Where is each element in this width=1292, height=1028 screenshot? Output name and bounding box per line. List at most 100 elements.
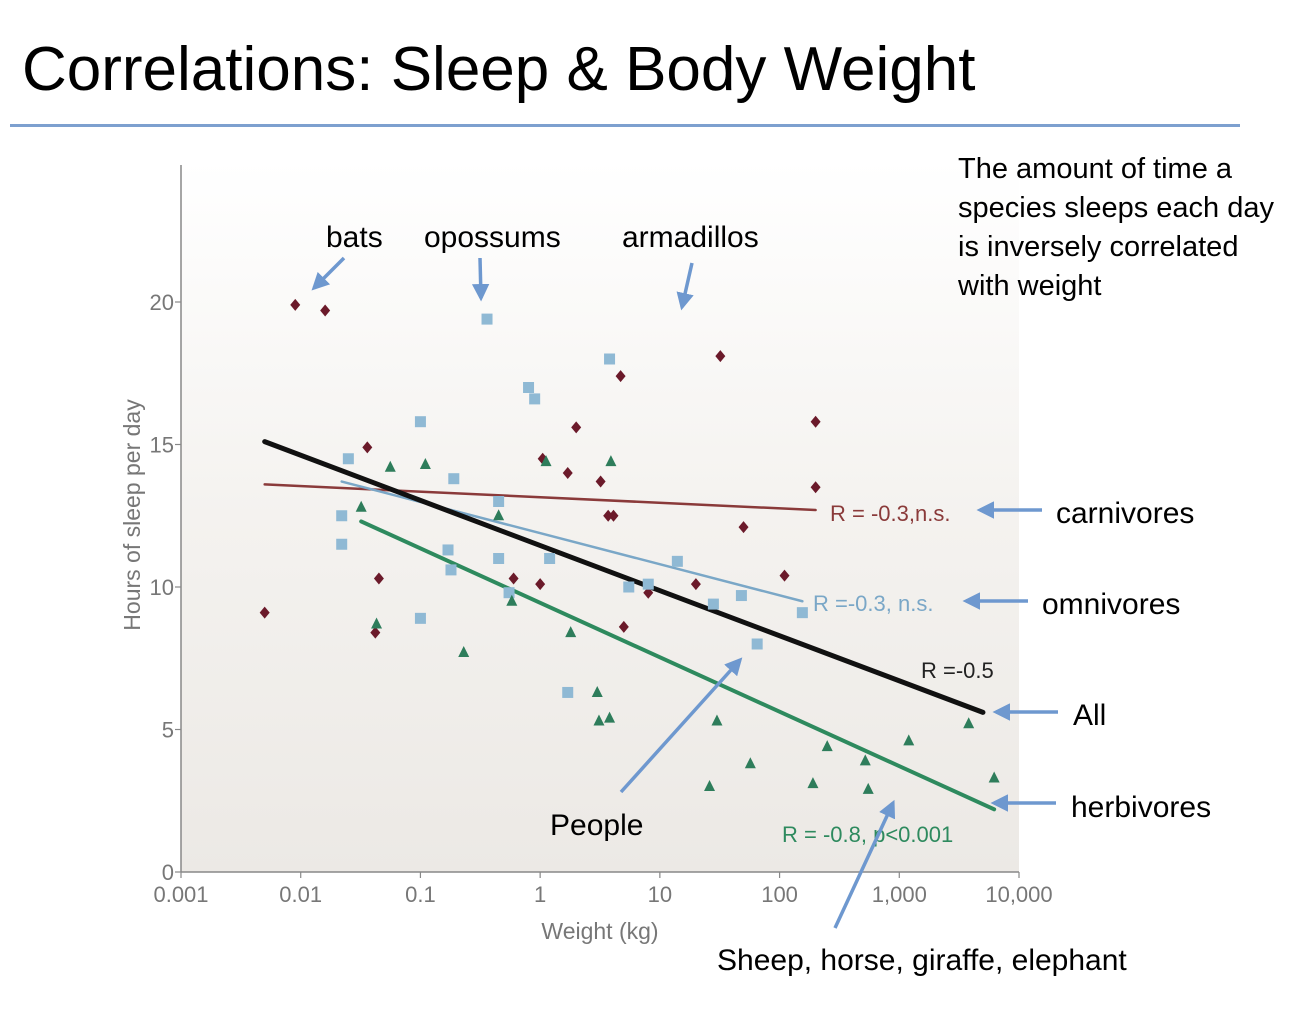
herbivore-point: [859, 754, 871, 766]
herbivore-point: [493, 509, 505, 521]
herbivore-point: [419, 457, 431, 469]
trendline-all: [262, 439, 986, 715]
annotation-all: All: [1073, 699, 1107, 732]
x-tick-label: 10,000: [985, 882, 1052, 907]
carnivore-point: [370, 626, 381, 639]
carnivore-point: [615, 370, 626, 383]
r-label-carnivore: R = -0.3,n.s.: [830, 501, 950, 526]
omnivore-point: [448, 473, 460, 485]
omnivore-point: [336, 538, 348, 550]
omnivore-point: [414, 416, 426, 428]
herbivore-point: [862, 782, 874, 794]
omnivore-point: [503, 587, 515, 599]
y-tick-label: 20: [150, 290, 174, 315]
annotation-herbivores: herbivores: [1071, 791, 1212, 824]
herbivore-point: [605, 455, 617, 467]
herbivore-point: [604, 711, 616, 723]
carnivore-point: [290, 298, 301, 311]
y-tick-label: 10: [150, 575, 174, 600]
omnivore-point: [493, 553, 505, 564]
carnivore-point: [643, 586, 654, 599]
carnivore-point: [373, 572, 384, 585]
carnivore-point: [779, 569, 790, 582]
omnivore-point: [544, 553, 556, 564]
carnivore-point: [362, 441, 373, 454]
arrow-people: [619, 657, 743, 794]
herbivore-point: [371, 617, 383, 629]
herbivore-point: [988, 771, 1000, 783]
carnivore-point: [320, 304, 331, 317]
omnivore-point: [751, 638, 763, 650]
y-tick-label: 5: [162, 718, 174, 743]
herbivore-point: [593, 714, 605, 726]
omnivore-point: [623, 581, 635, 593]
omnivore-point: [445, 564, 457, 576]
omnivore-point: [604, 353, 616, 365]
omnivore-point: [523, 382, 535, 393]
x-tick-label: 10: [648, 882, 672, 907]
x-tick-label: 1,000: [872, 882, 927, 907]
omnivore-point: [671, 555, 683, 567]
arrow-bats: [311, 256, 346, 291]
carnivore-point: [595, 475, 606, 488]
x-tick-label: 100: [761, 882, 798, 907]
x-tick-label: 1: [534, 882, 546, 907]
carnivore-point: [571, 421, 582, 434]
carnivore-point: [690, 578, 701, 591]
herbivore-point: [565, 626, 577, 638]
carnivore-point: [810, 415, 821, 428]
arrow-armadillos: [676, 262, 694, 311]
r-label-all: R =-0.5: [921, 658, 994, 683]
herbivore-point: [711, 714, 723, 726]
carnivore-point: [618, 620, 629, 633]
omnivore-point: [529, 393, 541, 405]
herbivore-point: [591, 685, 603, 697]
r-label-herbivore: R = -0.8, p<0.001: [782, 822, 953, 847]
x-tick-label: 0.1: [405, 882, 436, 907]
herbivore-point: [704, 780, 716, 791]
herbivore-point: [506, 594, 518, 606]
omnivore-point: [562, 686, 574, 698]
annotation-opossums: opossums: [424, 221, 561, 254]
chart-description: The amount of time a species sleeps each…: [958, 153, 1274, 302]
carnivore-point: [810, 481, 821, 494]
r-label-omnivore: R =-0.3, n.s.: [813, 591, 933, 616]
annotation-large-herbivores: Sheep, horse, giraffe, elephant: [717, 944, 1127, 977]
x-axis-label: Weight (kg): [541, 918, 658, 944]
omnivore-point: [707, 598, 719, 610]
omnivore-point: [442, 544, 454, 556]
omnivore-point: [642, 578, 654, 590]
omnivore-point: [796, 607, 808, 619]
herbivore-point: [384, 460, 396, 472]
herbivore-point: [821, 740, 833, 752]
omnivore-point: [414, 612, 426, 624]
carnivore-point: [508, 572, 519, 585]
x-tick-label: 0.001: [153, 882, 208, 907]
omnivore-point: [735, 590, 747, 602]
omnivore-point: [493, 496, 505, 507]
herbivore-point: [744, 757, 756, 769]
herbivore-point: [963, 717, 975, 729]
herbivore-point: [540, 455, 552, 467]
carnivore-point: [603, 509, 614, 522]
omnivore-point: [336, 510, 348, 522]
trendline-carnivore: [263, 483, 817, 512]
herbivore-point: [903, 734, 915, 746]
carnivore-point: [535, 578, 546, 591]
carnivore-point: [738, 521, 749, 534]
trendline-herbivore: [359, 519, 997, 812]
title-divider: [10, 124, 1240, 127]
x-tick-label: 0.01: [279, 882, 322, 907]
y-tick-label: 0: [162, 860, 174, 885]
omnivore-point: [481, 313, 493, 325]
carnivore-point: [562, 467, 573, 479]
herbivore-point: [807, 777, 819, 789]
herbivore-point: [355, 500, 367, 512]
omnivore-point: [342, 453, 354, 465]
annotation-carnivores: carnivores: [1056, 497, 1195, 530]
y-tick-label: 15: [150, 433, 174, 458]
annotation-omnivores: omnivores: [1042, 588, 1181, 621]
y-axis-label: Hours of sleep per day: [119, 399, 145, 631]
carnivore-point: [259, 606, 270, 619]
